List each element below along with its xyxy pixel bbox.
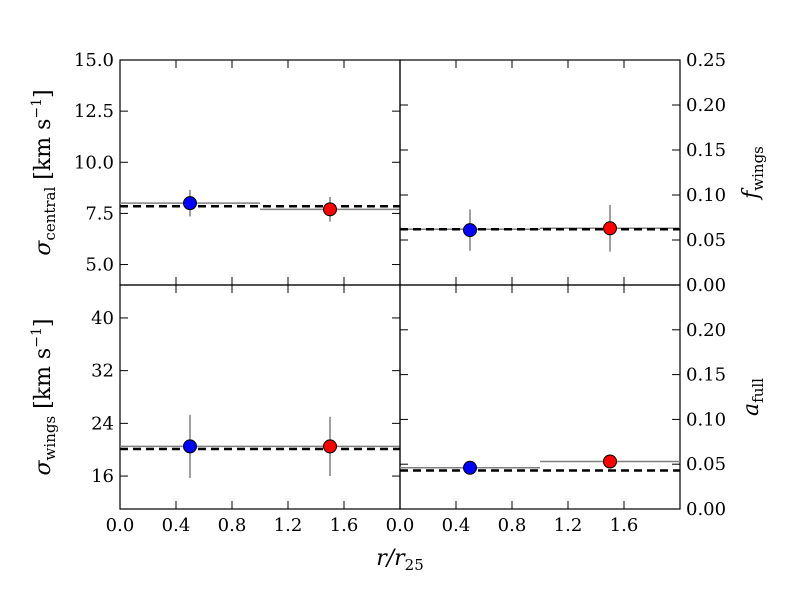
y-tick-label: 0.05 xyxy=(686,230,726,251)
data-point xyxy=(603,454,617,469)
panel-frame xyxy=(119,59,401,286)
x-tick-label: 0.4 xyxy=(442,515,471,536)
panel-top-right: 0.00 0.05 0.10 0.15 0.20 0.25 xyxy=(399,50,726,296)
data-point xyxy=(463,460,477,475)
panel-top-left: 5.0 7.5 10.0 12.5 15.0 xyxy=(74,50,401,286)
y-tick-label: 0.00 xyxy=(686,499,726,520)
y-tick-label: 0.25 xyxy=(686,50,726,71)
x-axis-label: r/r25 xyxy=(376,546,424,574)
x-tick-label: 0.4 xyxy=(162,515,191,536)
x-tick-label: 1.2 xyxy=(274,515,303,536)
y-tick-label: 0.15 xyxy=(686,365,726,386)
x-tick-label: 0.8 xyxy=(498,515,527,536)
y-tick-label: 24 xyxy=(91,413,114,434)
y-tick-label: 0.20 xyxy=(686,95,726,116)
data-point xyxy=(323,202,337,217)
y-axis-label-bottom-left: σwings [km s−1] xyxy=(29,319,59,476)
x-tick-label: 0.0 xyxy=(106,515,135,536)
data-point xyxy=(323,439,337,454)
panel-frame xyxy=(399,284,681,510)
y-tick-label: 10.0 xyxy=(74,152,114,173)
y-tick-label: 0.10 xyxy=(686,409,726,430)
y-axis-label-top-left: σcentral [km s−1] xyxy=(29,89,59,255)
panels-group: 5.07.510.012.515.00.000.050.100.150.200.… xyxy=(74,50,726,536)
x-tick-label: 0.8 xyxy=(218,515,247,536)
data-point xyxy=(183,196,197,211)
data-point xyxy=(463,223,477,238)
panel-frame xyxy=(399,59,681,286)
labels-group: σcentral [km s−1] fwings σwings [km s−1] af… xyxy=(29,89,767,574)
y-tick-label: 0.10 xyxy=(686,185,726,206)
data-point xyxy=(603,221,617,236)
x-tick-label: 1.2 xyxy=(554,515,583,536)
y-tick-label: 7.5 xyxy=(85,203,114,224)
panel-frame xyxy=(119,284,401,510)
y-tick-label: 16 xyxy=(91,466,114,487)
y-tick-label: 0.00 xyxy=(686,275,726,296)
y-tick-label: 0.15 xyxy=(686,140,726,161)
y-tick-label: 0.20 xyxy=(686,320,726,341)
y-axis-label-bottom-right: afull xyxy=(739,378,767,416)
data-point xyxy=(183,439,197,454)
y-tick-label: 15.0 xyxy=(74,50,114,71)
y-tick-label: 12.5 xyxy=(74,101,114,122)
x-tick-label: 1.6 xyxy=(610,515,639,536)
y-axis-label-top-right: fwings xyxy=(739,146,767,201)
y-tick-label: 40 xyxy=(91,308,114,329)
panel-bottom-right: 0.00 0.05 0.10 0.15 0.20 0.0 0.4 0.8 1.2 1.6 xyxy=(386,284,726,536)
y-tick-label: 32 xyxy=(91,361,114,382)
x-tick-label: 1.6 xyxy=(330,515,359,536)
y-tick-label: 5.0 xyxy=(85,255,114,276)
x-tick-label: 0.0 xyxy=(386,515,415,536)
y-tick-label: 0.05 xyxy=(686,454,726,475)
panel-bottom-left: 16 24 32 40 0.0 0.4 0.8 1.2 1.6 xyxy=(91,284,401,536)
